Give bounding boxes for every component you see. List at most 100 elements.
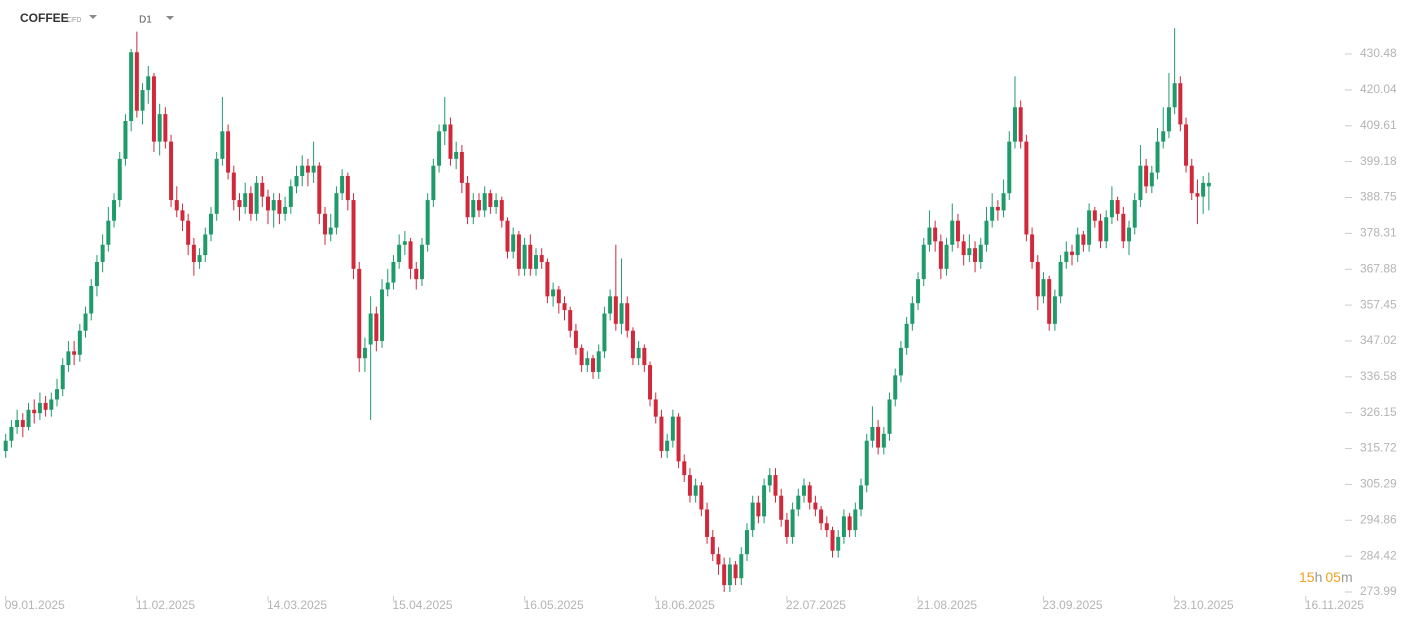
candle-body [362, 347, 367, 359]
candle-body [37, 402, 42, 414]
candle-body [636, 347, 641, 359]
candle-body [140, 90, 145, 111]
candle-body [813, 502, 818, 510]
candle-body [1041, 279, 1046, 297]
candle-body [625, 303, 630, 331]
candle-body [881, 433, 886, 448]
candle-body [1178, 83, 1183, 125]
y-tick-label: 430.48 [1360, 46, 1397, 60]
candle-body [220, 131, 225, 159]
candle-body [180, 210, 185, 221]
candle-body [1047, 279, 1052, 324]
candle-body [653, 399, 658, 417]
candle-body [1166, 107, 1171, 132]
candle-body [271, 200, 276, 211]
candle-body [699, 485, 704, 510]
candle-body [602, 313, 607, 352]
candle-body [722, 564, 727, 586]
candle-body [134, 52, 139, 111]
candle-body [984, 220, 989, 245]
candle-body [1098, 220, 1103, 242]
candle-body [1138, 165, 1143, 201]
candle-body [750, 502, 755, 531]
y-tick-label: 399.18 [1360, 154, 1397, 168]
candle-body [687, 475, 692, 496]
candle-body [739, 554, 744, 579]
candle-body [1201, 182, 1206, 197]
candle-body [129, 52, 134, 122]
candle-body [528, 244, 533, 269]
candle-body [9, 426, 14, 441]
candle-body [260, 182, 265, 197]
candle-body [961, 241, 966, 256]
candle-body [676, 416, 681, 462]
candle-body [311, 165, 316, 173]
candle-body [665, 440, 670, 452]
candle-body [516, 234, 521, 269]
candle-body [1092, 210, 1097, 221]
countdown-hours-unit: h [1315, 569, 1323, 585]
symbol[interactable]: COFFEE [20, 11, 69, 25]
candle-body [117, 158, 122, 201]
candle-body [796, 495, 801, 510]
candle-body [870, 426, 875, 441]
candle-body [773, 475, 778, 496]
candle-body [174, 200, 179, 211]
y-tick-label: 273.99 [1360, 584, 1397, 598]
timeframe[interactable]: D1 [139, 15, 152, 26]
candle-body [830, 530, 835, 551]
candle-body [465, 182, 470, 218]
x-tick-label: 23.09.2025 [1042, 598, 1102, 612]
candle-body [1012, 107, 1017, 142]
candle-body [648, 365, 653, 400]
candle-body [414, 268, 419, 280]
candle-body [539, 255, 544, 262]
candle-body [208, 213, 213, 235]
x-tick-label: 09.01.2025 [5, 598, 65, 612]
y-tick-label: 326.15 [1360, 405, 1397, 419]
candle-body [710, 536, 715, 555]
candle-body [471, 200, 476, 218]
candle-body [300, 165, 305, 177]
candle-body [756, 502, 761, 517]
candle-body [1035, 261, 1040, 297]
y-tick-label: 347.02 [1360, 333, 1397, 347]
candle-body [859, 485, 864, 510]
candle-body [642, 347, 647, 366]
candle-body [106, 220, 111, 245]
candle-body [579, 347, 584, 366]
candle-body [226, 131, 231, 173]
candle-body [186, 220, 191, 245]
symbol-dropdown[interactable] [89, 15, 97, 19]
candle-body [619, 303, 624, 324]
candle-body [916, 279, 921, 304]
x-tick-label: 21.08.2025 [917, 598, 977, 612]
candle-body [323, 213, 328, 235]
candle-body [254, 182, 259, 214]
candle-body [967, 248, 972, 256]
candle-body [876, 426, 881, 448]
candle-body [266, 196, 270, 211]
candle-body [950, 220, 955, 245]
candle-body [231, 172, 236, 201]
candle-body [1172, 83, 1177, 108]
candle-body [448, 124, 453, 159]
market: CFD [67, 17, 81, 24]
candle-body [1104, 217, 1109, 242]
candle-body [1127, 227, 1132, 242]
candle-body [1087, 210, 1092, 245]
candle-body [933, 227, 938, 242]
candle-body [551, 289, 556, 297]
candle-body [1155, 141, 1160, 173]
candle-body [1018, 107, 1023, 142]
candle-body [123, 121, 128, 159]
y-tick-label: 305.29 [1360, 477, 1397, 491]
candle-body [340, 176, 345, 194]
y-tick-label: 284.42 [1360, 548, 1397, 562]
candle-body [1058, 261, 1063, 297]
y-tick-label: 357.45 [1360, 297, 1397, 311]
candle-body [89, 286, 94, 314]
candle-body [20, 420, 25, 427]
timeframe-dropdown[interactable] [166, 16, 174, 20]
candle-body [351, 200, 356, 269]
